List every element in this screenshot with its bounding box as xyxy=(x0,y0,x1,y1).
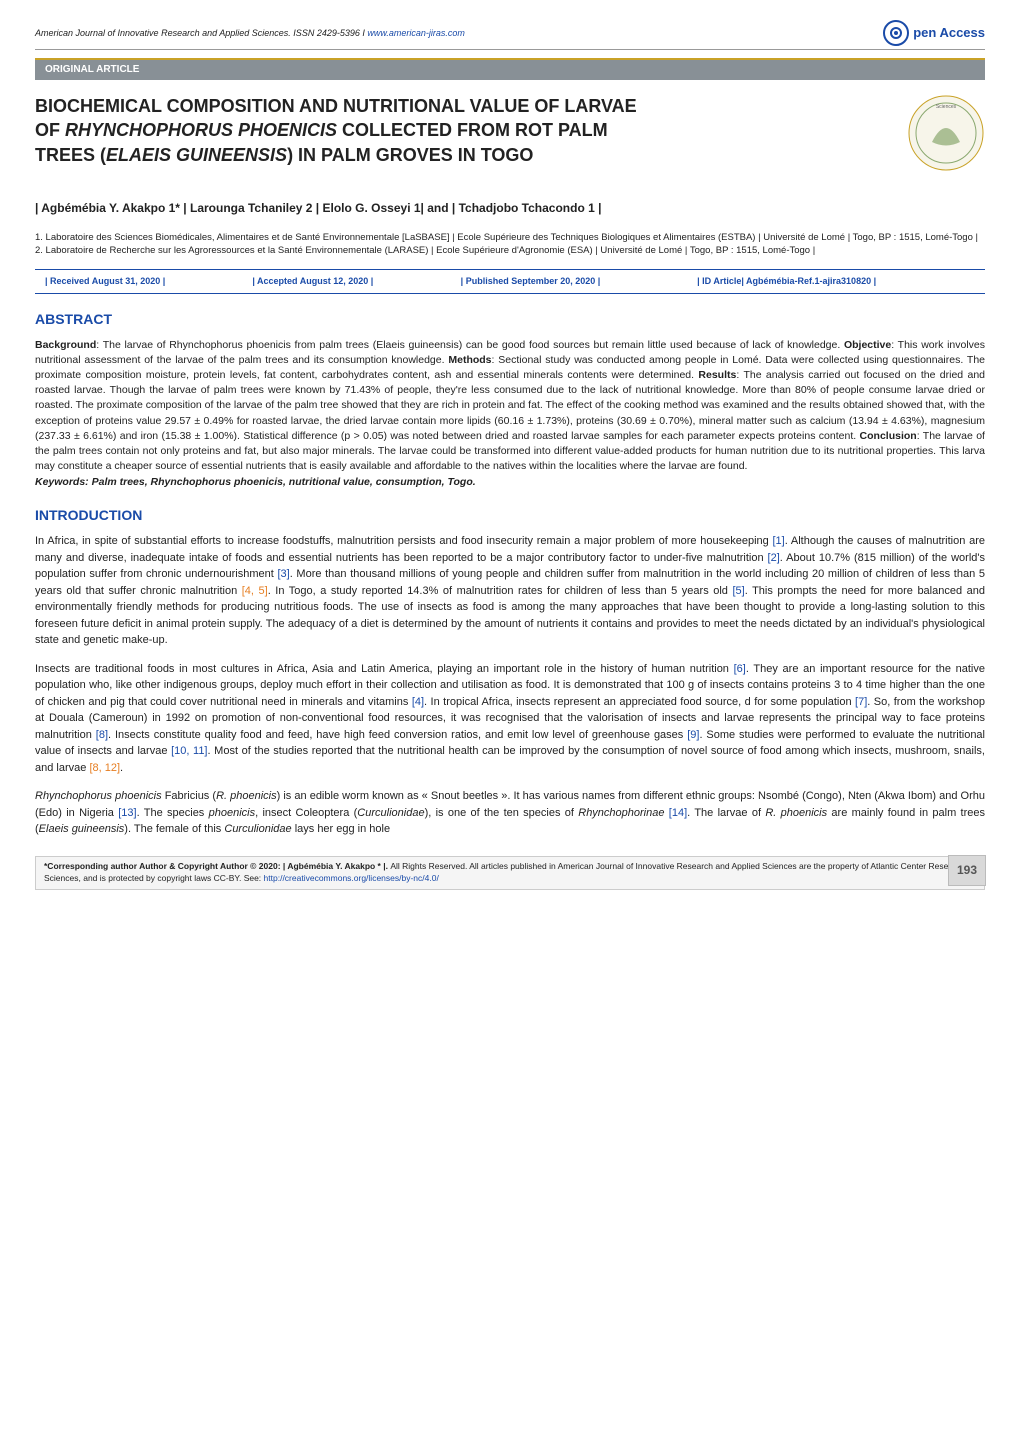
intro-paragraph-3: Rhynchophorus phoenicis Fabricius (R. ph… xyxy=(35,788,985,838)
abstract-heading: ABSTRACT xyxy=(35,310,985,330)
keywords: Keywords: Palm trees, Rhynchophorus phoe… xyxy=(35,475,985,490)
affiliation-2: 2. Laboratoire de Recherche sur les Agro… xyxy=(35,244,985,257)
open-access-icon xyxy=(883,20,909,46)
affiliation-1: 1. Laboratoire des Sciences Biomédicales… xyxy=(35,231,985,244)
intro-paragraph-2: Insects are traditional foods in most cu… xyxy=(35,661,985,777)
abstract-body: Background: The larvae of Rhynchophorus … xyxy=(35,338,985,490)
footer-citation: *Corresponding author Author & Copyright… xyxy=(35,856,985,890)
introduction-body: In Africa, in spite of substantial effor… xyxy=(35,533,985,838)
journal-name: American Journal of Innovative Research … xyxy=(35,27,465,40)
intro-paragraph-1: In Africa, in spite of substantial effor… xyxy=(35,533,985,649)
svg-text:Sciences: Sciences xyxy=(936,104,957,110)
introduction-heading: INTRODUCTION xyxy=(35,506,985,526)
article-dates-table: | Received August 31, 2020 | | Accepted … xyxy=(35,269,985,294)
article-id: | ID Article| Agbémébia-Ref.1-ajira31082… xyxy=(689,274,983,289)
accepted-date: | Accepted August 12, 2020 | xyxy=(244,274,450,289)
journal-url-link[interactable]: www.american-jiras.com xyxy=(367,28,465,38)
article-title: BIOCHEMICAL COMPOSITION AND NUTRITIONAL … xyxy=(35,94,907,167)
journal-seal-icon: Sciences xyxy=(907,94,985,172)
license-link[interactable]: http://creativecommons.org/licenses/by-n… xyxy=(264,873,439,883)
title-block: BIOCHEMICAL COMPOSITION AND NUTRITIONAL … xyxy=(35,94,985,172)
journal-header: American Journal of Innovative Research … xyxy=(35,20,985,50)
page-number: 193 xyxy=(948,855,986,886)
open-access-badge: pen Access xyxy=(883,20,985,46)
received-date: | Received August 31, 2020 | xyxy=(37,274,242,289)
authors-line: | Agbémébia Y. Akakpo 1* | Larounga Tcha… xyxy=(35,200,985,217)
article-type-label: ORIGINAL ARTICLE xyxy=(35,58,985,80)
published-date: | Published September 20, 2020 | xyxy=(453,274,687,289)
affiliations: 1. Laboratoire des Sciences Biomédicales… xyxy=(35,231,985,258)
